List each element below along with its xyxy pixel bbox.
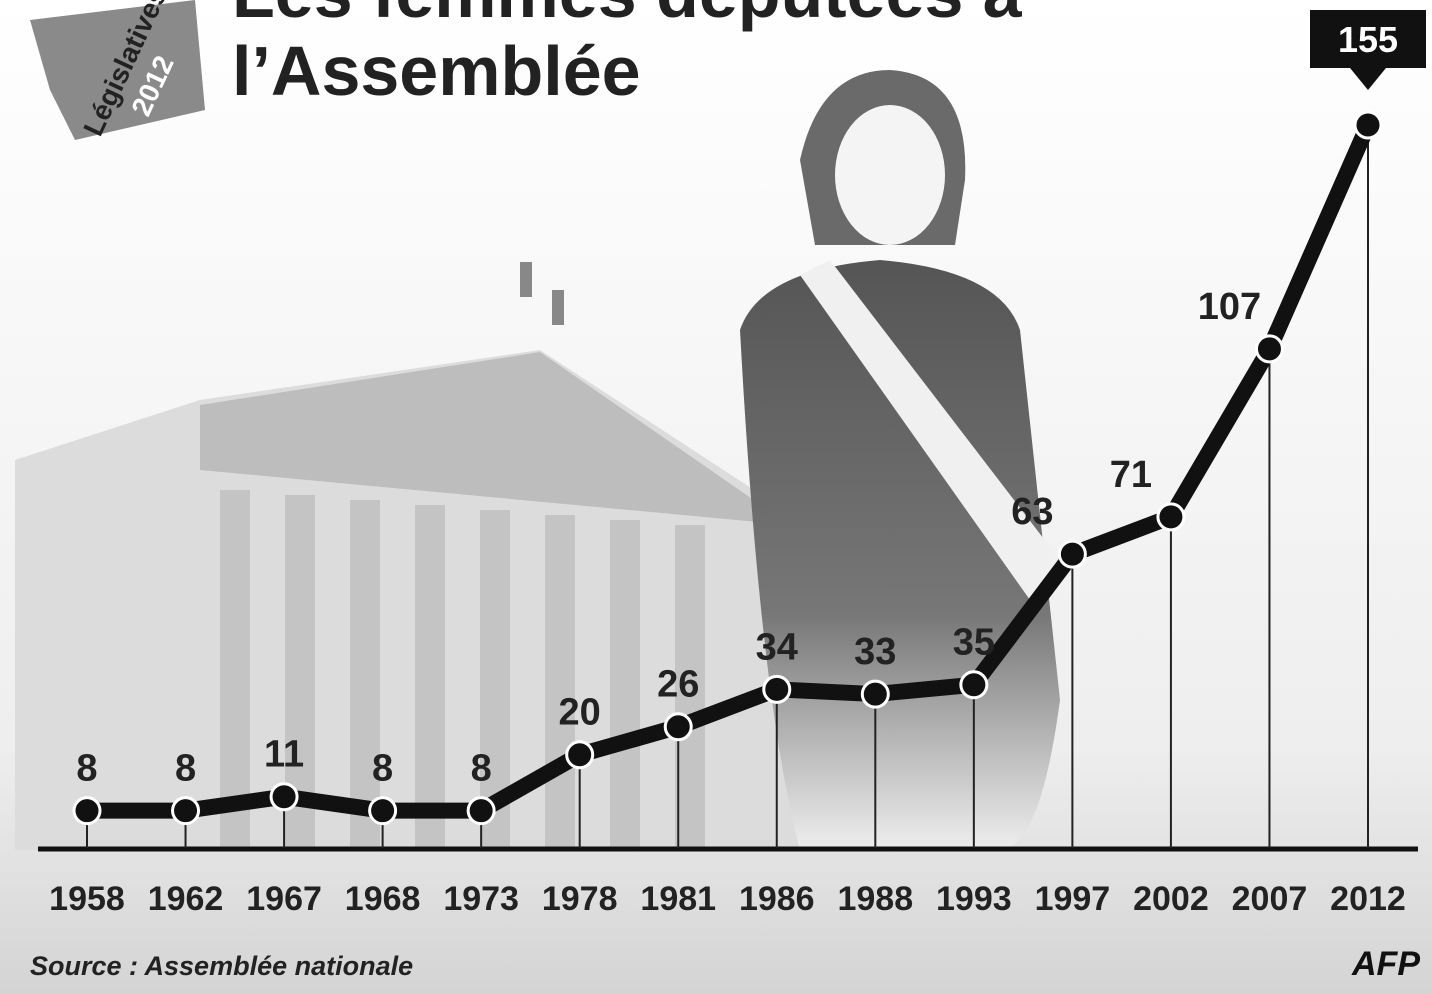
x-tick-label: 1967	[246, 880, 322, 918]
value-label: 11	[264, 734, 304, 776]
data-point	[959, 670, 989, 700]
value-label: 8	[175, 748, 196, 790]
value-label: 34	[756, 626, 798, 668]
data-point	[1254, 334, 1284, 364]
x-tick-label: 1978	[542, 880, 618, 918]
x-tick-label: 1962	[148, 880, 224, 918]
x-tick-label: 1988	[837, 880, 913, 918]
data-point	[1156, 502, 1186, 532]
data-point	[1353, 110, 1383, 140]
value-label: 35	[953, 622, 995, 664]
x-tick-label: 2012	[1330, 880, 1406, 918]
x-tick-label: 2007	[1232, 880, 1308, 918]
value-label: 33	[854, 631, 896, 673]
data-point	[663, 712, 693, 742]
value-label: 107	[1198, 286, 1261, 328]
x-tick-label: 1997	[1035, 880, 1111, 918]
woman-illustration	[740, 70, 1060, 850]
x-tick-label: 1958	[49, 880, 125, 918]
value-label: 63	[1011, 491, 1053, 533]
data-point	[368, 796, 398, 826]
data-point	[171, 796, 201, 826]
data-point	[860, 679, 890, 709]
value-label: 20	[559, 692, 601, 734]
value-label: 26	[657, 664, 699, 706]
credit: AFP	[1351, 945, 1420, 983]
data-point	[762, 674, 792, 704]
x-tick-label: 2002	[1133, 880, 1209, 918]
logo: Législatives 2012	[30, 0, 205, 141]
building-illustration	[15, 262, 800, 850]
x-tick-label: 1981	[640, 880, 716, 918]
value-label: 8	[372, 748, 393, 790]
data-point	[269, 782, 299, 812]
value-label: 8	[76, 748, 97, 790]
value-label: 155	[1338, 19, 1398, 60]
data-point	[1057, 539, 1087, 569]
data-point	[565, 740, 595, 770]
data-point	[72, 796, 102, 826]
x-tick-label: 1973	[443, 880, 519, 918]
x-tick-label: 1986	[739, 880, 815, 918]
source: Source : Assemblée nationale	[30, 951, 413, 981]
value-label: 71	[1110, 454, 1152, 496]
value-callout	[1310, 10, 1426, 90]
x-tick-label: 1993	[936, 880, 1012, 918]
data-point	[466, 796, 496, 826]
data-line	[87, 121, 1376, 819]
title: Les femmes députées à l’Assemblée	[232, 0, 1022, 110]
value-label: 8	[471, 748, 492, 790]
x-tick-label: 1968	[345, 880, 421, 918]
